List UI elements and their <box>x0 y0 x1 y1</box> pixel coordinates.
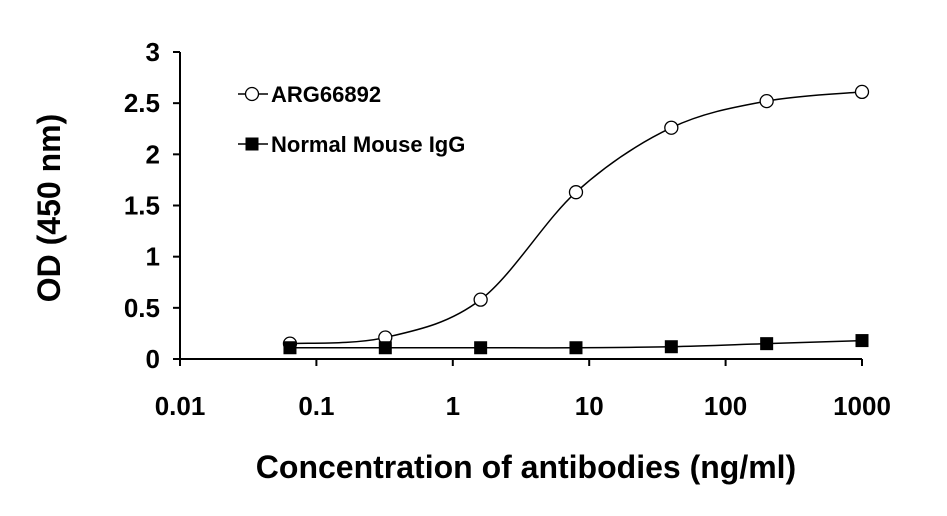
y-tick-label: 3 <box>146 37 160 67</box>
series-line <box>289 91 863 345</box>
legend-marker <box>245 137 259 151</box>
y-tick-label: 1.5 <box>124 191 160 221</box>
x-axis-title: Concentration of antibodies (ng/ml) <box>256 449 796 485</box>
x-tick-label: 10 <box>575 391 604 421</box>
series-arg66892 <box>282 84 870 351</box>
legend-item: ARG66892 <box>238 82 381 107</box>
legend-label: Normal Mouse IgG <box>271 132 465 157</box>
legend-label: ARG66892 <box>271 82 381 107</box>
axes: 0 0.5 1 1.5 2 2.5 3 0.01 0.1 1 10 100 1000 <box>124 37 891 421</box>
legend: ARG66892 Normal Mouse IgG <box>238 82 465 157</box>
series-layer <box>282 84 870 355</box>
series-normal-mouse-igg <box>283 334 869 355</box>
data-point <box>760 337 774 351</box>
y-axis-title: OD (450 nm) <box>31 114 67 302</box>
data-point <box>283 341 297 355</box>
y-tick-label: 2 <box>146 139 160 169</box>
x-tick-label: 100 <box>704 391 747 421</box>
y-tick-label: 0.5 <box>124 293 160 323</box>
data-point <box>473 292 488 307</box>
legend-item: Normal Mouse IgG <box>238 132 465 157</box>
data-point <box>854 84 870 100</box>
data-point <box>568 185 584 200</box>
x-tick-label: 1 <box>446 391 460 421</box>
x-tick-label: 0.01 <box>155 391 206 421</box>
data-point <box>378 341 392 355</box>
y-tick-label: 0 <box>146 344 160 374</box>
data-point <box>474 341 488 355</box>
x-ticks: 0.01 0.1 1 10 100 1000 <box>155 359 891 421</box>
data-point <box>855 334 869 348</box>
y-ticks: 0 0.5 1 1.5 2 2.5 3 <box>124 37 180 374</box>
legend-marker <box>244 86 260 102</box>
y-tick-label: 1 <box>146 242 160 272</box>
y-tick-label: 2.5 <box>124 88 160 118</box>
data-point <box>664 120 679 135</box>
data-point <box>759 93 774 109</box>
x-tick-label: 0.1 <box>298 391 334 421</box>
x-tick-label: 1000 <box>833 391 891 421</box>
data-point <box>569 341 583 355</box>
data-point <box>664 340 678 354</box>
